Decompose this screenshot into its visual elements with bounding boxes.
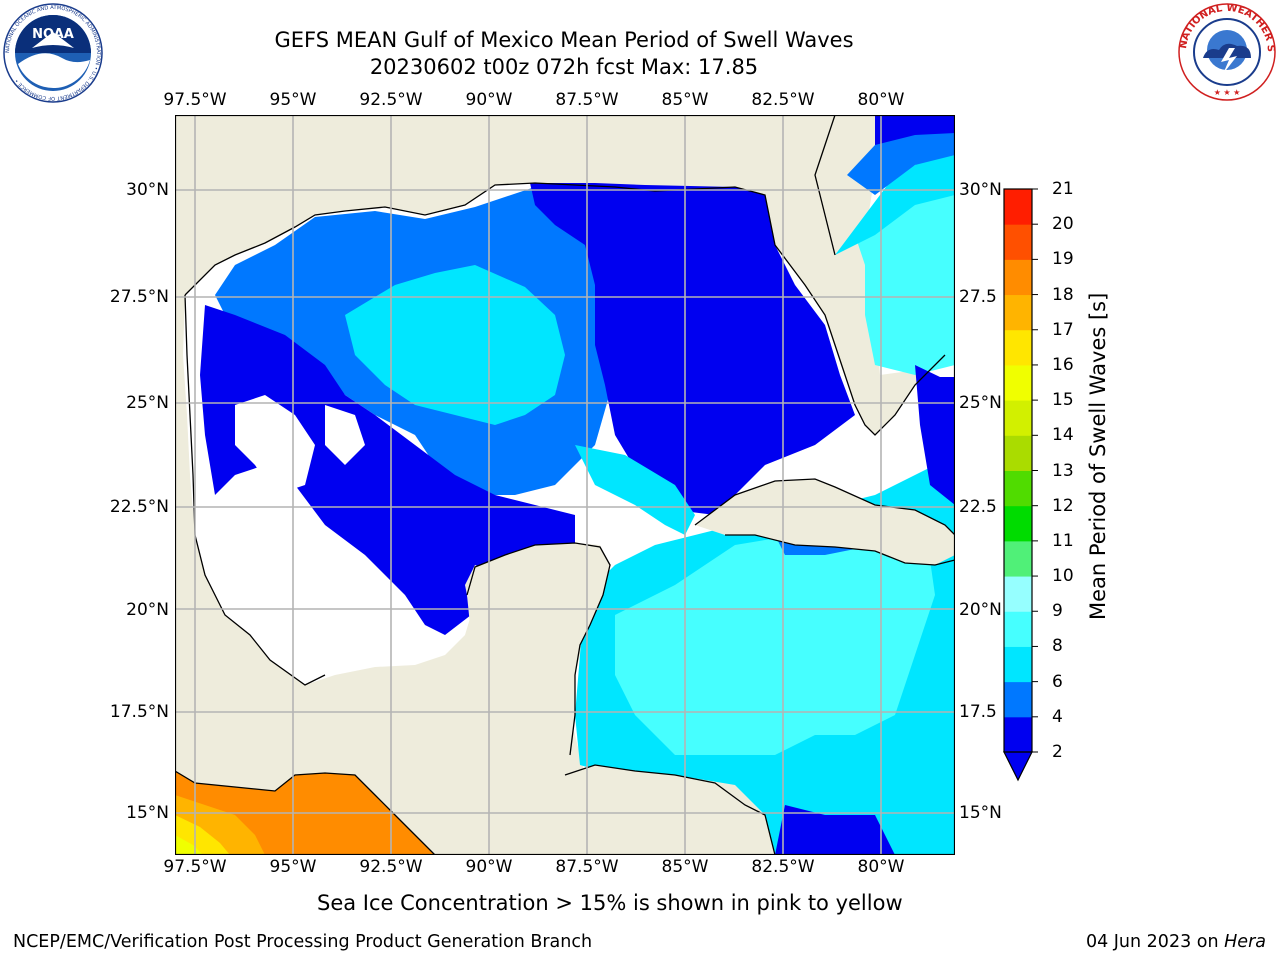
lat-tick-left: 30°N: [126, 180, 169, 200]
lat-tick-right: 25°N: [959, 393, 1002, 413]
swell-4-6s: [345, 265, 565, 425]
coastlines: [175, 115, 955, 855]
colorbar-tick-label: 6: [1052, 671, 1063, 692]
map-frame: [175, 115, 955, 855]
lon-tick-bottom: 82.5°W: [751, 857, 815, 877]
colorbar-tick-label: 8: [1052, 636, 1063, 657]
lat-tick-left: 25°N: [126, 393, 169, 413]
svg-text:★ ★ ★: ★ ★ ★: [1214, 88, 1241, 97]
colorbar-cell: [1004, 540, 1032, 577]
colorbar-cell: [1004, 505, 1032, 542]
colorbar-cell: [1004, 646, 1032, 683]
lon-tick-bottom: 97.5°W: [163, 857, 227, 877]
lat-tick-left: 27.5°N: [109, 287, 169, 307]
noaa-logo-name: NOAA: [32, 27, 74, 42]
footer-host: Hera: [1224, 932, 1266, 952]
colorbar-tick-label: 17: [1052, 319, 1074, 340]
footer-date-text: 04 Jun 2023 on: [1085, 932, 1225, 952]
colorbar-tick-label: 11: [1052, 530, 1074, 551]
footer-date: 04 Jun 2023 on Hera: [1086, 932, 1266, 952]
colorbar-ticks: 2 4 6 8 9 10 11 12 13 14 15 16 17 18 19 20 21: [1052, 179, 1112, 785]
lat-tick-right: 20°N: [959, 600, 1002, 620]
lat-tick-left: 22.5°N: [109, 497, 169, 517]
chart-title: GEFS MEAN Gulf of Mexico Mean Period of …: [274, 28, 854, 52]
chart-subtitle: 20230602 t00z 072h fcst Max: 17.85: [369, 55, 759, 79]
colorbar-cell: [1004, 364, 1032, 401]
lat-tick-right: 15°N: [959, 803, 1002, 823]
colorbar-cell: [1004, 329, 1032, 366]
lat-tick-right: 27.5: [959, 287, 997, 307]
colorbar-cell: [1004, 681, 1032, 718]
colorbar-cell: [1004, 576, 1032, 612]
cuba-land: [695, 479, 955, 565]
colorbar-cell: [1004, 470, 1032, 507]
lon-tick-top: 80°W: [857, 90, 905, 110]
colorbar-cell: [1004, 189, 1032, 225]
lon-tick-top: 90°W: [465, 90, 513, 110]
lat-tick-right: 22.5: [959, 497, 997, 517]
lon-tick-bottom: 95°W: [269, 857, 317, 877]
swell-6-8s: [615, 515, 935, 755]
lon-tick-top: 97.5°W: [163, 90, 227, 110]
colorbar-tick-label: 13: [1052, 460, 1074, 481]
lat-tick-right: 30°N: [959, 180, 1002, 200]
colorbar-cell: [1004, 400, 1032, 436]
lat-tick-left: 17.5°N: [109, 702, 169, 722]
colorbar-cell: [1004, 435, 1032, 471]
colorbar-tick-label: 12: [1052, 495, 1074, 516]
map-plot: [175, 115, 955, 855]
colorbar-tick-label: 20: [1052, 214, 1074, 235]
colorbar-tick-label: 19: [1052, 249, 1074, 270]
lon-tick-top: 85°W: [661, 90, 709, 110]
colorbar-extend-arrow: [1003, 751, 1033, 782]
lon-tick-top: 87.5°W: [555, 90, 619, 110]
colorbar-tick-label: 16: [1052, 354, 1074, 375]
noaa-logo: NOAA NATIONAL OCEANIC AND ATMOSPHERIC AD…: [2, 2, 104, 104]
lon-tick-top: 95°W: [269, 90, 317, 110]
colorbar-cell: [1004, 259, 1032, 296]
colorbar-tick-label: 9: [1052, 601, 1063, 622]
lon-tick-bottom: 87.5°W: [555, 857, 619, 877]
lon-tick-bottom: 90°W: [465, 857, 513, 877]
lat-tick-left: 15°N: [126, 803, 169, 823]
colorbar-tick-label: 14: [1052, 425, 1074, 446]
colorbar-cell: [1004, 611, 1032, 647]
colorbar-tick-label: 21: [1052, 179, 1074, 199]
lon-tick-bottom: 92.5°W: [359, 857, 423, 877]
lon-tick-top: 92.5°W: [359, 90, 423, 110]
central-america-land: [375, 755, 775, 855]
colorbar-cell: [1004, 716, 1032, 753]
colorbar-cell: [1004, 294, 1032, 331]
lon-tick-top: 82.5°W: [751, 90, 815, 110]
graticule: [175, 115, 955, 855]
lon-tick-bottom: 80°W: [857, 857, 905, 877]
lat-tick-left: 20°N: [126, 600, 169, 620]
colorbar-tick-label: 15: [1052, 390, 1074, 411]
nws-logo: NATIONAL WEATHER SERVICE ★ ★ ★: [1173, 0, 1277, 102]
colorbar-tick-label: 2: [1052, 742, 1063, 762]
lon-tick-bottom: 85°W: [661, 857, 709, 877]
colorbar: [1003, 188, 1038, 782]
colorbar-cell: [1004, 224, 1032, 260]
footer-credit: NCEP/EMC/Verification Post Processing Pr…: [13, 932, 593, 952]
colorbar-tick-label: 4: [1052, 706, 1063, 727]
lat-tick-right: 17.5: [959, 702, 997, 722]
colorbar-tick-label: 10: [1052, 566, 1074, 587]
swell-lt-2s: [530, 183, 855, 515]
sea-ice-note: Sea Ice Concentration > 15% is shown in …: [317, 891, 903, 915]
colorbar-tick-label: 18: [1052, 284, 1074, 305]
colorbar-label: Mean Period of Swell Waves [s]: [1086, 292, 1110, 620]
